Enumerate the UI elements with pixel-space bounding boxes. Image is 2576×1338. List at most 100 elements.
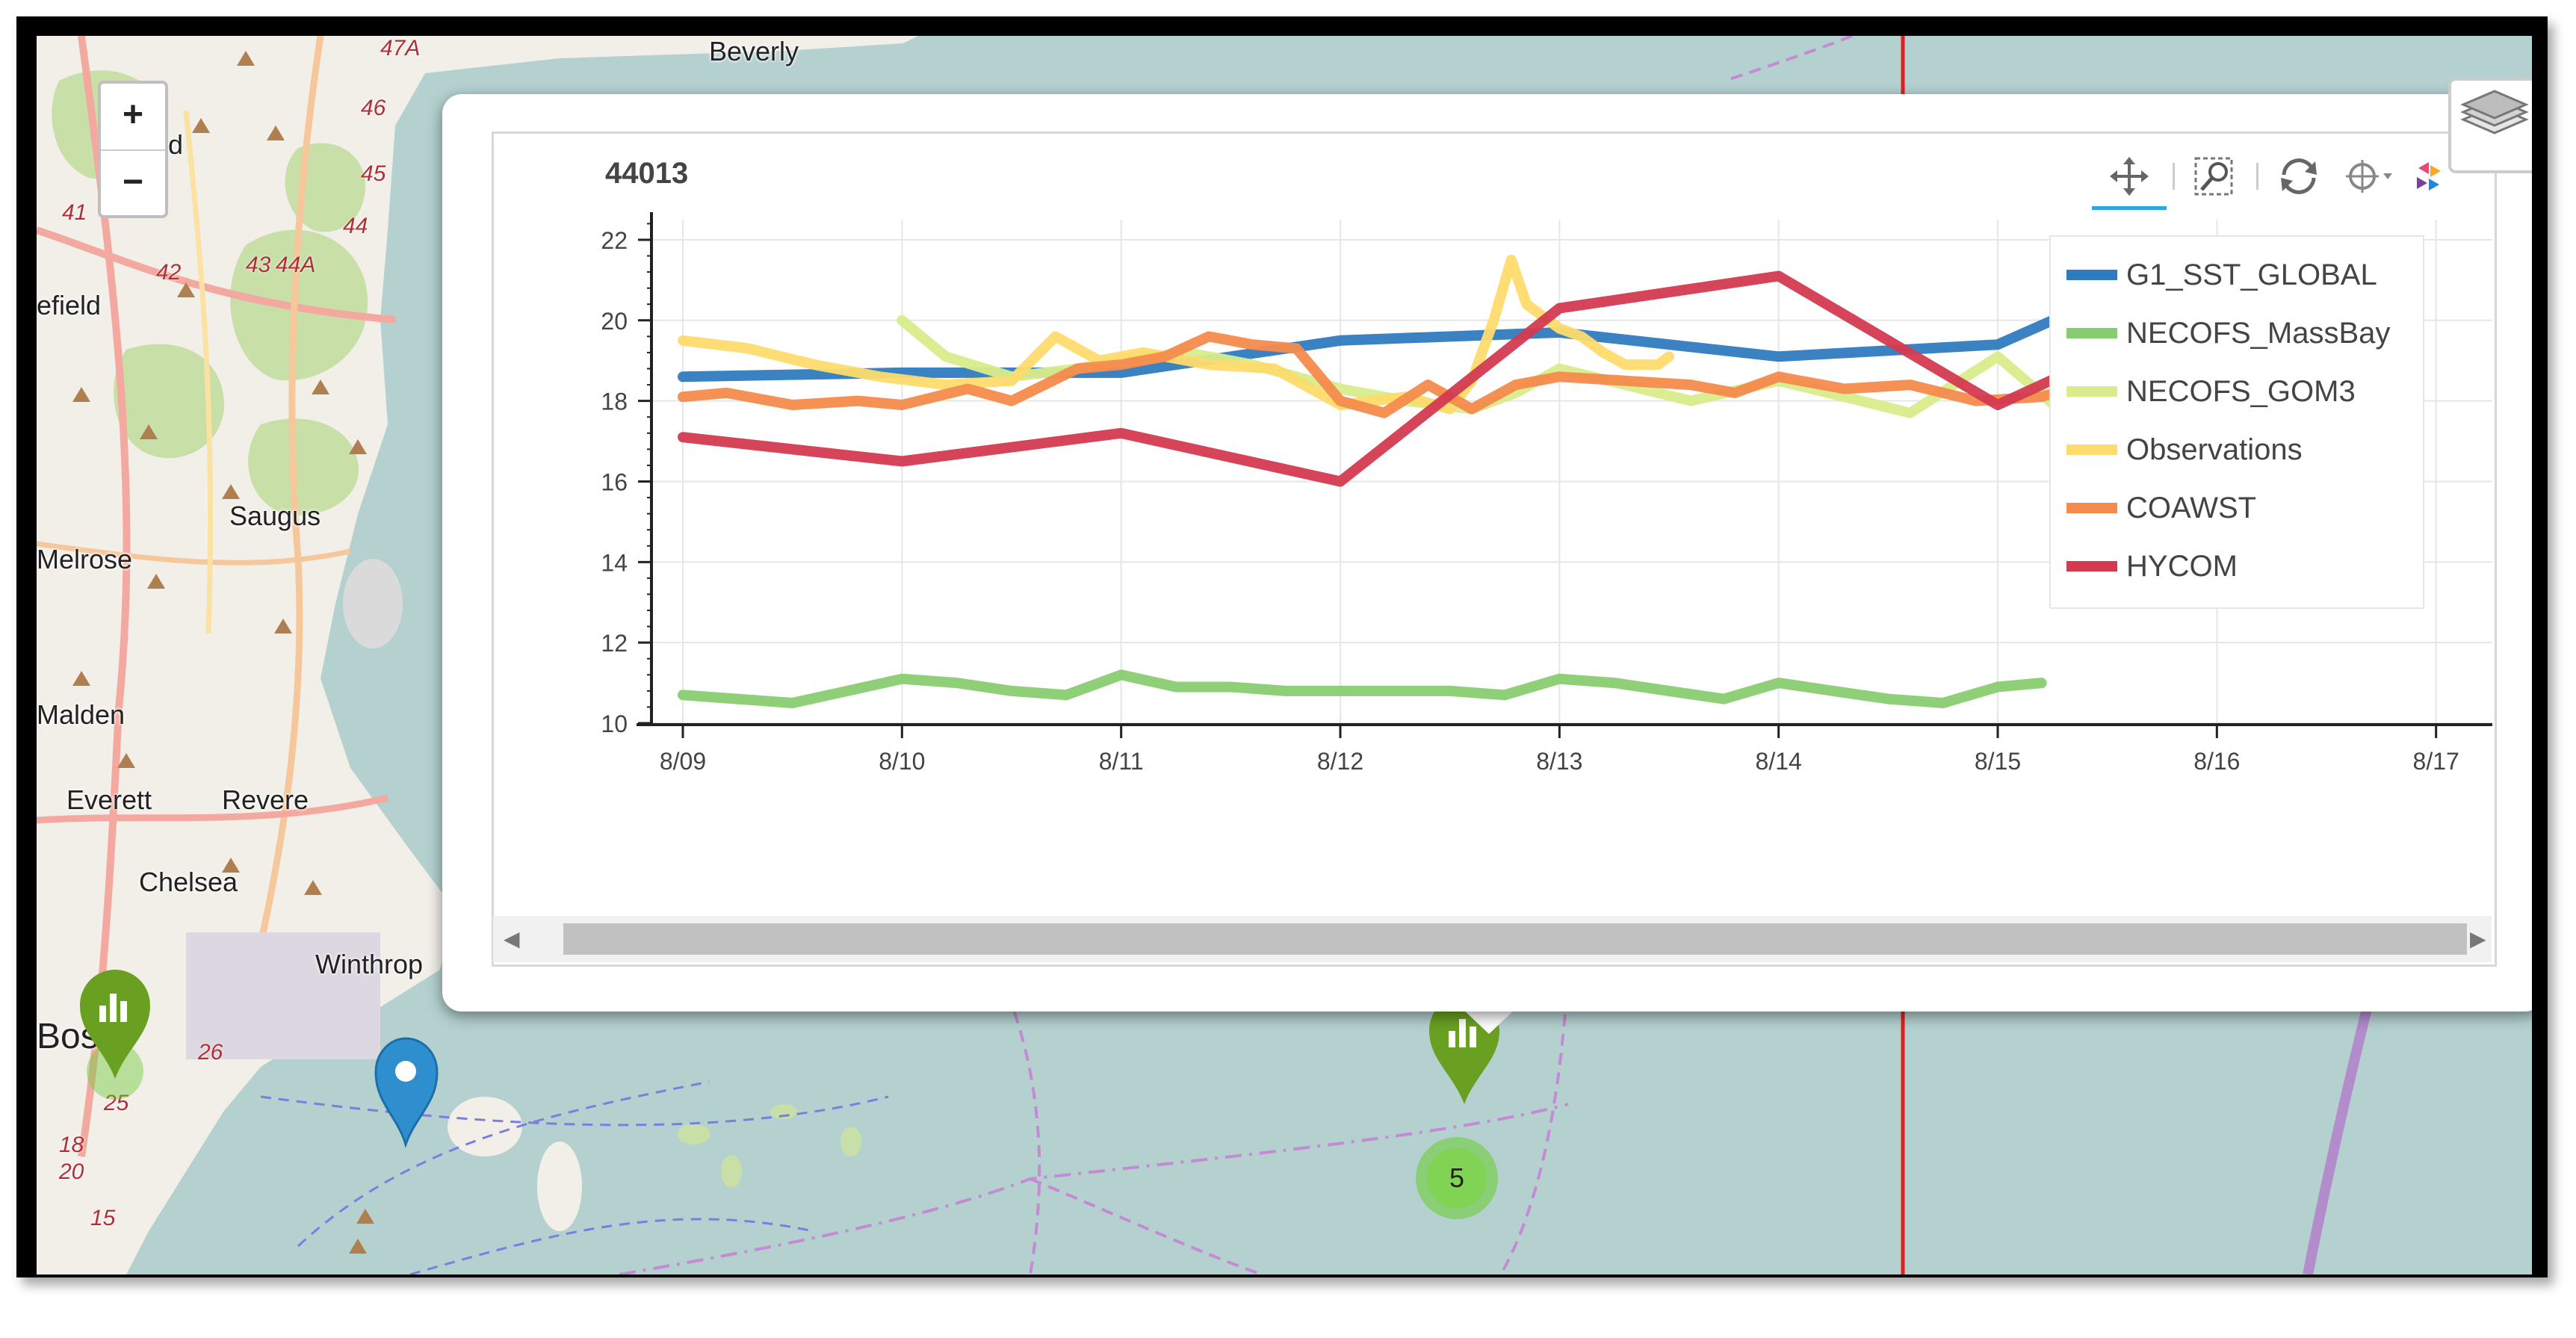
road-number: 20 <box>59 1159 84 1184</box>
marker-cluster[interactable]: 5 <box>1416 1137 1498 1219</box>
y-tick-label: 12 <box>601 630 628 657</box>
place-label: Saugus <box>229 501 321 531</box>
road-number: 45 <box>361 161 386 186</box>
chart-popup: 44013 10 12 14 16 18 20 22 8/09 8/10 8/11 8/12 8/13… <box>442 94 2532 1012</box>
road-number: 47A <box>380 36 421 61</box>
chart-title: 44013 <box>605 157 689 190</box>
chart-area[interactable]: 10 12 14 16 18 20 22 8/09 8/10 8/11 8/12 8/13 8/14 8/… <box>442 94 2532 1012</box>
toolbar-divider <box>2171 146 2176 206</box>
legend-label: NECOFS_MassBay <box>2126 317 2390 350</box>
place-label: Chelsea <box>139 867 238 897</box>
shipping-lane <box>260 1095 889 1127</box>
series-line-coawst <box>678 331 2113 418</box>
box-zoom-icon <box>2194 157 2233 196</box>
x-tick-label: 8/17 <box>2413 748 2459 775</box>
crosshair-icon <box>2346 160 2392 193</box>
legend-label: G1_SST_GLOBAL <box>2126 258 2377 291</box>
crosshair-tool-button[interactable] <box>2335 146 2403 206</box>
box-zoom-tool-button[interactable] <box>2180 146 2247 206</box>
road-number: 15 <box>90 1206 116 1230</box>
place-label: Melrose <box>37 544 133 574</box>
land-north-coast <box>388 36 918 126</box>
maritime-boundary <box>619 1103 1569 1274</box>
island <box>343 559 403 648</box>
road-number: 25 <box>104 1091 129 1115</box>
road <box>37 794 389 824</box>
road-number: 42 <box>156 260 182 285</box>
pan-icon <box>2110 157 2149 196</box>
x-tick-label: 8/16 <box>2193 748 2240 775</box>
location-pin-icon[interactable] <box>370 1035 445 1147</box>
road-number: 41 <box>62 200 87 225</box>
place-label: Malden <box>37 699 126 730</box>
place-label: efield <box>37 290 102 320</box>
island <box>770 1104 797 1119</box>
airport <box>186 932 380 1059</box>
road-number: 18 <box>59 1133 84 1157</box>
maritime-boundary <box>1030 1177 1263 1274</box>
place-label: Revere <box>222 784 309 815</box>
x-tick-label: 8/12 <box>1317 748 1363 775</box>
maritime-boundary <box>1499 975 1570 1274</box>
series-line-necofs-massbay <box>678 669 2047 708</box>
y-tick-label: 10 <box>601 710 628 737</box>
legend-label: COAWST <box>2126 492 2256 524</box>
park-area <box>248 418 359 515</box>
chart-marker-icon[interactable] <box>74 967 156 1101</box>
map-viewport[interactable]: Beverly nfield efield Saugus Melrose Mal… <box>37 36 2532 1274</box>
scrollbar-thumb[interactable] <box>563 923 2467 955</box>
x-tick-label: 8/11 <box>1099 748 1144 775</box>
terrain-markers <box>72 51 374 1254</box>
toolbar-divider <box>2255 146 2259 206</box>
zoom-in-button[interactable]: + <box>101 84 165 151</box>
legend-label: NECOFS_GOM3 <box>2126 375 2356 408</box>
maritime-boundary <box>1724 36 1853 82</box>
reset-icon <box>2281 158 2317 194</box>
layers-icon <box>2460 90 2529 134</box>
horizontal-scrollbar[interactable]: ◀ ▶ <box>493 916 2492 962</box>
shipping-lane <box>409 1218 814 1274</box>
series-line-observations <box>678 254 1674 415</box>
legend-label: Observations <box>2126 433 2303 466</box>
island <box>678 1124 710 1145</box>
road <box>183 110 214 634</box>
island <box>448 1097 522 1156</box>
series-line-hycom <box>678 270 2223 487</box>
bokeh-logo[interactable] <box>2407 146 2452 206</box>
road <box>37 541 351 566</box>
island <box>721 1155 742 1188</box>
island <box>840 1127 861 1156</box>
place-label: Beverly <box>709 36 799 66</box>
island <box>537 1142 582 1231</box>
road-number: 44A <box>276 253 316 277</box>
scroll-right-button[interactable]: ▶ <box>2470 927 2486 950</box>
y-tick-label: 22 <box>601 227 628 254</box>
scroll-left-button[interactable]: ◀ <box>504 927 520 950</box>
x-tick-label: 8/13 <box>1536 748 1582 775</box>
zoom-out-button[interactable]: − <box>122 162 144 202</box>
road-number: 44 <box>343 214 368 238</box>
bokeh-logo-icon <box>2417 162 2441 191</box>
y-tick-label: 16 <box>601 468 628 495</box>
zoom-control: + − <box>98 81 168 218</box>
series-line-g1-sst-global <box>678 242 2223 382</box>
reset-tool-button[interactable] <box>2265 146 2332 206</box>
legend-box <box>2049 235 2424 609</box>
road <box>37 226 396 323</box>
shipping-lane <box>297 1080 710 1248</box>
legend-label: HYCOM <box>2126 550 2238 583</box>
place-label: Everett <box>66 784 152 815</box>
cluster-count: 5 <box>1427 1148 1487 1208</box>
x-tick-label: 8/10 <box>879 748 925 775</box>
x-tick-label: 8/09 <box>660 748 706 775</box>
y-tick-label: 20 <box>601 308 628 335</box>
place-label: Winthrop <box>315 949 424 979</box>
y-tick-label: 14 <box>601 549 628 576</box>
y-tick-label: 18 <box>601 388 628 415</box>
pan-tool-button[interactable] <box>2092 146 2167 210</box>
maritime-boundary <box>999 975 1041 1274</box>
layers-control[interactable] <box>2448 78 2532 173</box>
popup-tip <box>1461 1007 1517 1034</box>
x-tick-label: 8/14 <box>1756 748 1802 775</box>
road-number: 26 <box>198 1040 223 1065</box>
